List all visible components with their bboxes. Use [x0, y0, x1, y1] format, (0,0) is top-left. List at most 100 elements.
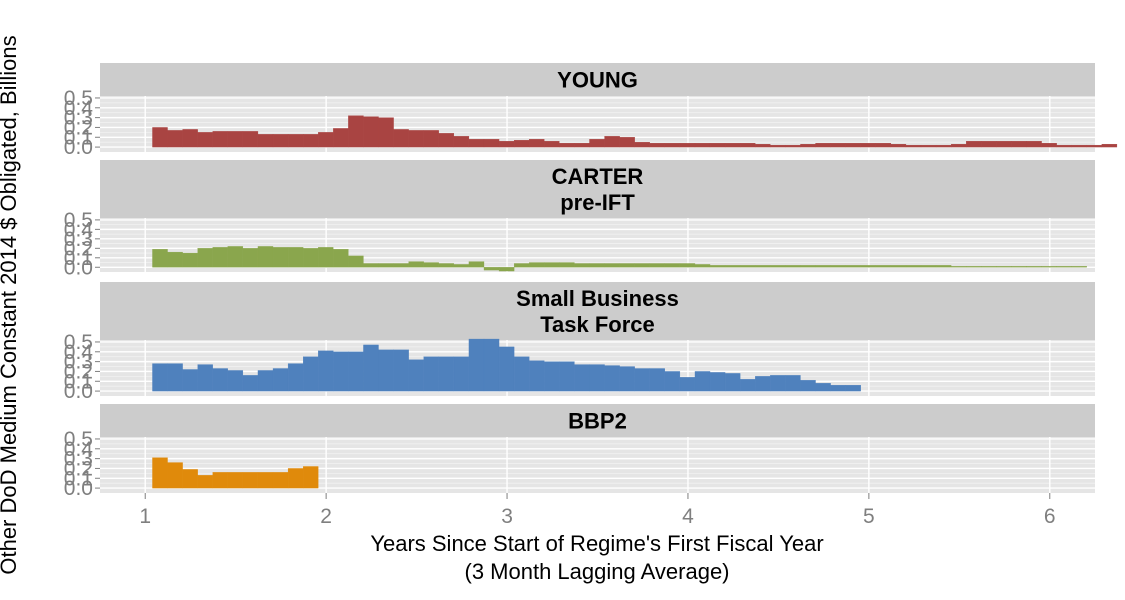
y-tick-label: 0.1	[64, 126, 93, 149]
bar	[182, 369, 198, 392]
y-tick-label: 0.3	[64, 448, 93, 471]
bar	[634, 142, 650, 148]
bar	[212, 131, 228, 148]
bar	[152, 363, 168, 392]
bar	[393, 129, 409, 148]
bar	[438, 133, 455, 148]
y-tick-label: 0.5	[64, 209, 93, 232]
bar	[709, 372, 726, 392]
bar	[589, 364, 605, 392]
bar	[800, 380, 816, 392]
bar	[1056, 266, 1072, 268]
bar	[845, 385, 861, 392]
bar	[544, 141, 560, 148]
bar	[483, 338, 500, 392]
bar	[303, 466, 319, 489]
bar	[498, 267, 515, 272]
bar	[709, 143, 726, 148]
bar	[333, 249, 349, 268]
bar	[453, 264, 470, 268]
bar	[303, 248, 319, 268]
y-tick-label: 0.2	[64, 237, 93, 260]
bar	[438, 263, 455, 268]
y-tick-label: 0.3	[64, 351, 93, 374]
bar	[423, 130, 439, 148]
bar	[875, 265, 892, 268]
bar	[182, 252, 198, 268]
x-axis-title-line-2: (3 Month Lagging Average)	[465, 559, 730, 584]
bar	[709, 265, 726, 268]
bar	[257, 246, 274, 268]
facet-strip	[100, 63, 1095, 96]
bar	[574, 263, 590, 268]
bar	[815, 265, 831, 268]
bar	[830, 143, 846, 148]
bar	[167, 462, 183, 489]
bar	[724, 265, 741, 268]
bar	[755, 376, 771, 392]
bar	[348, 255, 364, 268]
bar	[619, 137, 635, 148]
bar	[740, 265, 756, 268]
bar	[182, 469, 198, 489]
bar	[333, 351, 349, 392]
bar	[453, 136, 470, 148]
bar	[498, 346, 515, 392]
bar	[287, 247, 304, 268]
bar	[935, 265, 952, 268]
y-tick-label: 0.5	[64, 331, 93, 354]
bar	[559, 361, 575, 392]
bar	[800, 265, 816, 268]
x-axis-title-line-1: Years Since Start of Regime's First Fisc…	[370, 531, 823, 556]
bar	[363, 116, 379, 148]
bar	[468, 139, 485, 148]
x-tick-label: 3	[501, 505, 513, 528]
bar	[318, 247, 334, 268]
bar	[951, 143, 967, 148]
bar	[378, 349, 394, 392]
bar	[468, 338, 485, 392]
bar	[212, 247, 228, 268]
bar	[483, 139, 500, 148]
bar	[604, 263, 620, 268]
bar	[544, 262, 560, 268]
bar	[649, 263, 665, 268]
bar	[152, 249, 168, 268]
bar	[1026, 266, 1042, 268]
bar	[604, 136, 620, 148]
bar	[408, 130, 424, 148]
bar	[1086, 144, 1103, 148]
bar	[996, 141, 1012, 148]
bar	[920, 144, 937, 148]
bar	[272, 472, 289, 489]
bar	[1041, 266, 1057, 268]
bar	[468, 261, 485, 268]
bar	[694, 264, 711, 268]
bar	[287, 134, 304, 148]
bar	[272, 368, 289, 392]
bar	[363, 263, 379, 268]
bar	[167, 251, 183, 268]
y-axis-title: Other DoD Medium Constant 2014 $ Obligat…	[0, 35, 21, 574]
x-tick-label: 2	[320, 505, 332, 528]
bar	[634, 263, 650, 268]
bar	[227, 472, 244, 489]
bar	[212, 368, 228, 392]
chart-panels: YOUNG0.00.10.20.30.40.5CARTERpre-IFT0.00…	[64, 63, 1118, 500]
bar	[785, 375, 801, 392]
bar	[694, 371, 711, 392]
y-tick-label: 0.4	[64, 438, 94, 461]
bar	[559, 262, 575, 268]
bar	[694, 143, 711, 148]
panel-3: BBP2 0.00.10.20.30.40.5	[64, 404, 1095, 500]
bar	[498, 141, 515, 148]
y-tick-label: 0.3	[64, 228, 93, 251]
bar	[875, 143, 892, 148]
bar	[845, 265, 861, 268]
bar	[679, 377, 696, 392]
bar	[1011, 266, 1027, 268]
bar	[905, 144, 922, 148]
bar	[679, 263, 696, 268]
